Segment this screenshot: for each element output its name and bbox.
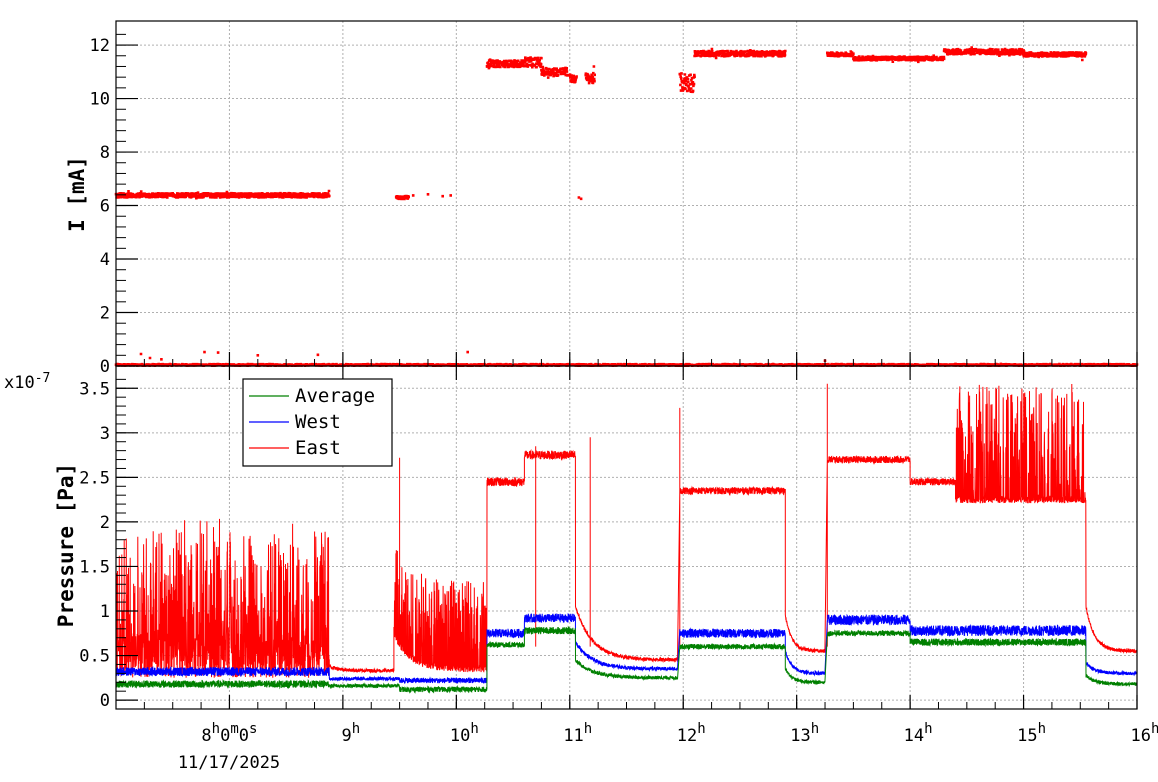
current-ticks: 0 2 4 6 8 10 12 — [90, 33, 1138, 377]
current-y-tick-label: 0 — [100, 357, 110, 377]
legend-label-west: West — [295, 411, 341, 433]
legend-label-east: East — [295, 437, 341, 459]
y-exponent-base: x10 — [4, 373, 35, 393]
x-tick-label-part: 8 — [201, 726, 211, 746]
x-tick-label-part: h — [584, 721, 592, 737]
pressure-y-axis-title: Pressure [Pa] — [54, 463, 78, 627]
pressure-line-west — [115, 612, 1138, 685]
current-y-tick-label: 6 — [100, 197, 110, 217]
pressure-y-tick-label: 2 — [100, 513, 110, 533]
x-tick-label-part: h — [1151, 721, 1158, 737]
x-tick-label-part: 13 — [790, 726, 810, 746]
y-exponent-power: -7 — [35, 371, 51, 386]
x-axis-date: 11/17/2025 — [178, 753, 280, 773]
pressure-line-east — [115, 383, 1138, 678]
pressure-y-tick-label: 2.5 — [79, 468, 110, 488]
x-tick-label-part: 15 — [1017, 726, 1037, 746]
x-tick-label-part: 14 — [904, 726, 924, 746]
x-tick-label: 9h — [342, 721, 361, 746]
x-tick-label-part: 11 — [563, 726, 583, 746]
current-y-tick-label: 10 — [90, 90, 110, 110]
x-tick-label-part: m — [230, 721, 238, 737]
current-y-tick-label: 2 — [100, 304, 110, 324]
x-tick-label: 8h0m0s — [201, 721, 257, 746]
pressure-y-tick-label: 1 — [100, 602, 110, 622]
pressure-y-tick-label: 3.5 — [79, 379, 110, 399]
x-tick-label-part: 12 — [677, 726, 697, 746]
current-y-tick-label: 4 — [100, 250, 110, 270]
pressure-y-tick-label: 0 — [100, 691, 110, 711]
pressure-line-average — [115, 625, 1138, 694]
x-tick-label-part: h — [697, 721, 705, 737]
x-tick-label-part: h — [1038, 721, 1046, 737]
legend-label-average: Average — [295, 385, 375, 407]
current-y-tick-label: 12 — [90, 36, 110, 56]
x-tick-label-part: 0 — [239, 726, 249, 746]
pressure-y-tick-label: 0.5 — [79, 647, 110, 667]
current-y-tick-label: 8 — [100, 143, 110, 163]
current-y-axis-title: I [mA] — [65, 156, 89, 232]
pressure-ticks: 8h0m0s 9h 10h 11h 12h 13h 14h 15h 16h00.511.522.… — [79, 366, 1158, 746]
pressure-panel: 8h0m0s 9h 10h 11h 12h 13h 14h 15h 16h00.511.522.… — [4, 365, 1158, 773]
x-tick-label: 12h — [677, 721, 706, 746]
x-tick-label-part: 16 — [1131, 726, 1151, 746]
legend: Average West East — [242, 378, 393, 467]
pressure-y-tick-label: 3 — [100, 424, 110, 444]
current-panel: 0 2 4 6 8 10 12 I [mA] — [65, 20, 1139, 377]
x-tick-label-part: h — [924, 721, 932, 737]
x-tick-label-part: 10 — [450, 726, 470, 746]
x-tick-label-part: 9 — [342, 726, 352, 746]
x-tick-label-part: h — [470, 721, 478, 737]
x-tick-label: 15h — [1017, 721, 1046, 746]
x-tick-label-part: s — [249, 721, 257, 737]
pressure-data — [115, 383, 1138, 694]
x-tick-label: 16h — [1131, 721, 1158, 746]
x-tick-label-part: 0 — [220, 726, 230, 746]
x-tick-label: 14h — [904, 721, 933, 746]
x-tick-label: 11h — [563, 721, 592, 746]
pressure-y-exponent: x10-7 — [4, 371, 50, 393]
pressure-y-tick-label: 1.5 — [79, 557, 110, 577]
x-tick-label-part: h — [352, 721, 360, 737]
x-tick-label: 10h — [450, 721, 479, 746]
x-tick-label-part: h — [811, 721, 819, 737]
x-tick-label-part: h — [212, 721, 220, 737]
x-tick-label: 13h — [790, 721, 819, 746]
